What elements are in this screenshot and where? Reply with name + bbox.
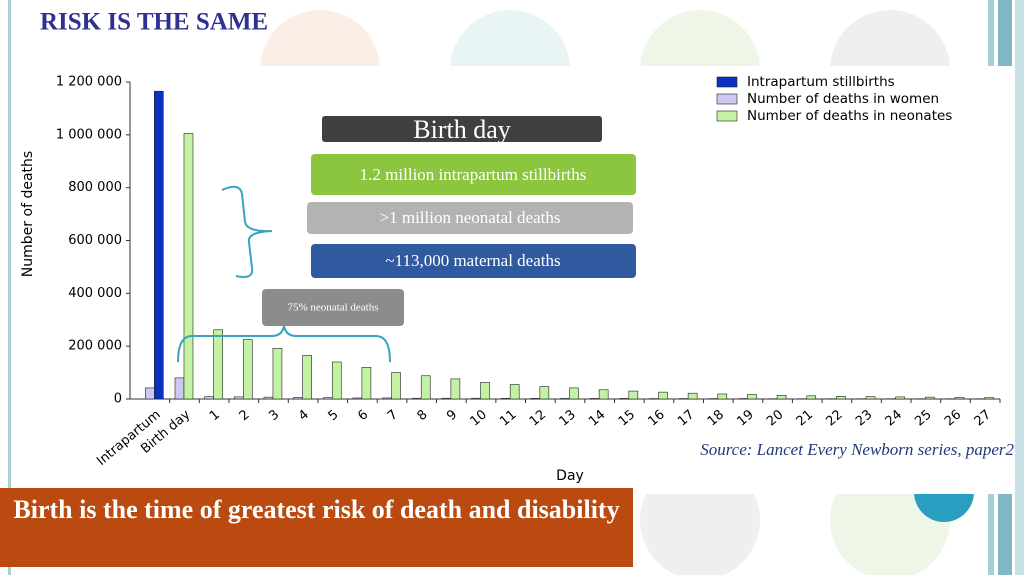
bar (747, 395, 756, 399)
bar (154, 91, 163, 399)
bar (442, 398, 451, 399)
bar (332, 362, 341, 399)
banner-wrap: Birth is the time of greatest risk of de… (10, 492, 623, 564)
bar (451, 379, 460, 399)
legend-label: Number of deaths in neonates (747, 108, 952, 124)
x-axis-label: Day (556, 468, 584, 484)
bar (866, 397, 875, 399)
bar (896, 397, 905, 399)
bar (629, 391, 638, 399)
bar (955, 397, 964, 399)
banner: Birth is the time of greatest risk of de… (10, 492, 623, 527)
bar (561, 398, 570, 399)
bar (985, 398, 994, 399)
bar (392, 373, 401, 399)
y-tick-label: 800 000 (68, 180, 122, 195)
stripe (1015, 0, 1024, 575)
y-tick-label: 200 000 (68, 339, 122, 354)
bar (472, 398, 481, 399)
y-tick-label: 600 000 (68, 233, 122, 248)
bar (540, 387, 549, 399)
bar (362, 367, 371, 399)
legend-label: Number of deaths in women (747, 91, 939, 107)
bar (264, 397, 273, 399)
bar (184, 134, 193, 399)
bar (925, 397, 934, 399)
bar (412, 398, 421, 399)
y-tick-label: 1 000 000 (56, 127, 122, 142)
bar (175, 378, 184, 399)
bar (570, 388, 579, 399)
bar (481, 382, 490, 399)
y-tick-label: 0 (114, 392, 122, 407)
bar (718, 394, 727, 399)
bar (205, 397, 214, 399)
source: Source: Lancet Every Newborn series, pap… (700, 440, 1014, 459)
bar (777, 395, 786, 399)
bar (145, 388, 154, 399)
legend-swatch (717, 94, 737, 104)
bar (383, 398, 392, 399)
bar (323, 398, 332, 399)
bar (807, 396, 816, 399)
bar (531, 398, 540, 399)
y-tick-label: 400 000 (68, 286, 122, 301)
bar (599, 390, 608, 399)
legend-label: Intrapartum stillbirths (747, 74, 895, 90)
bar (214, 330, 223, 399)
bar (273, 348, 282, 399)
bar (294, 397, 303, 399)
y-tick-label: 1 200 000 (56, 75, 122, 90)
bar (836, 396, 845, 399)
annotation: 75% neonatal deaths (287, 302, 378, 314)
annotation: >1 million neonatal deaths (380, 208, 561, 227)
bar (353, 398, 362, 399)
slide-title: RISK IS THE SAME (40, 9, 268, 36)
bar (688, 393, 697, 399)
bar (658, 392, 667, 399)
bar (421, 376, 430, 399)
bar (234, 397, 243, 399)
legend-swatch (717, 77, 737, 87)
legend-swatch (717, 111, 737, 121)
bar (303, 355, 312, 399)
bar (243, 340, 252, 399)
bar (501, 398, 510, 399)
bar (510, 384, 519, 399)
annotation: Birth day (413, 115, 511, 144)
bar (590, 398, 599, 399)
y-axis-label: Number of deaths (20, 151, 36, 277)
annotation: ~113,000 maternal deaths (385, 251, 560, 270)
bar (620, 398, 629, 399)
annotation: 1.2 million intrapartum stillbirths (360, 165, 587, 184)
